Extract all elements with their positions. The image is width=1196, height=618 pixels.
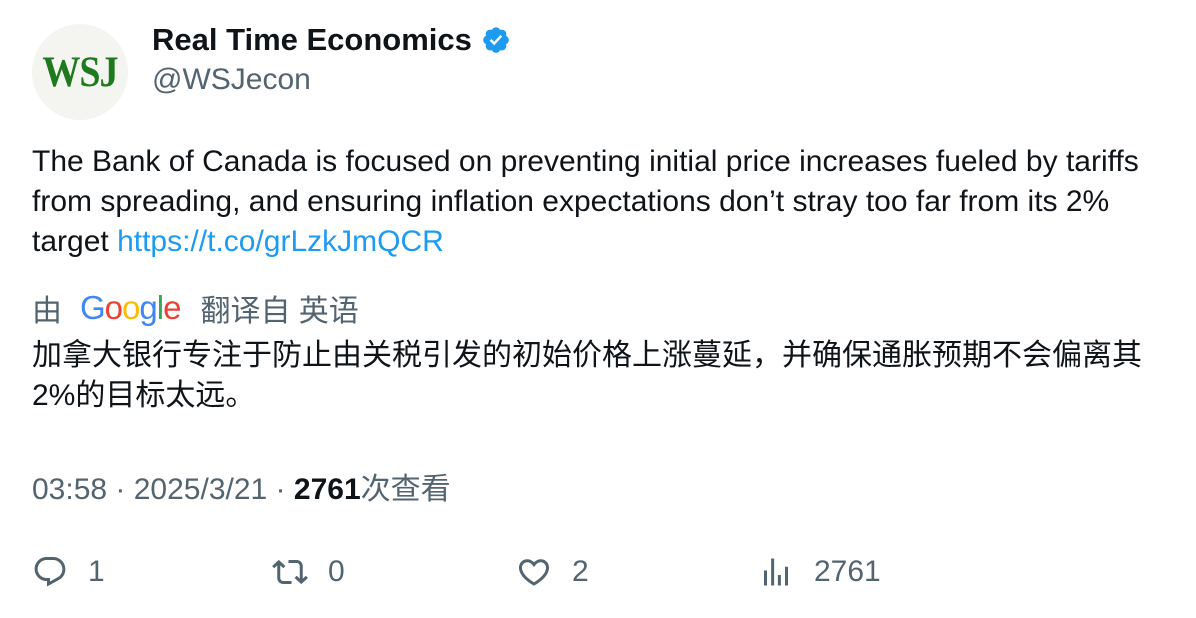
author-display-name[interactable]: Real Time Economics	[152, 22, 511, 58]
meta-separator: ·	[267, 473, 294, 506]
tweet-link[interactable]: https://t.co/grLzkJmQCR	[117, 225, 444, 258]
meta-separator: ·	[107, 473, 134, 506]
translation-attribution[interactable]: 由 Google 翻译自 英语	[32, 286, 359, 330]
views-button[interactable]: 2761	[758, 548, 881, 596]
retweet-icon	[272, 559, 308, 585]
reply-icon	[34, 557, 66, 587]
like-count: 2	[572, 555, 589, 588]
translation-suffix: 翻译自 英语	[200, 295, 359, 328]
google-logo: Google	[80, 289, 181, 326]
like-button[interactable]: 2	[516, 548, 589, 596]
display-name-text: Real Time Economics	[152, 22, 472, 57]
author-handle[interactable]: @WSJecon	[152, 63, 311, 96]
views-count: 2761	[293, 473, 361, 506]
like-icon	[518, 559, 550, 586]
avatar-logo-text: WSJ	[42, 47, 118, 97]
views-label: 次查看	[360, 473, 451, 506]
reply-button[interactable]: 1	[32, 548, 105, 596]
reply-count: 1	[88, 555, 105, 588]
tweet-text: The Bank of Canada is focused on prevent…	[32, 142, 1172, 262]
translated-text: 加拿大银行专注于防止由关税引发的初始价格上涨蔓延，并确保通胀预期不会偏离其2%的…	[32, 339, 1142, 412]
verified-badge-icon	[483, 27, 509, 53]
retweet-count: 0	[328, 555, 345, 588]
tweet-body-text: The Bank of Canada is focused on prevent…	[32, 145, 1139, 258]
views-icon	[764, 558, 788, 586]
tweet-time[interactable]: 03:58	[32, 473, 108, 506]
views-action-count: 2761	[814, 555, 881, 588]
tweet-date[interactable]: 2025/3/21	[133, 473, 268, 506]
tweet-meta: 03:58 · 2025/3/21 · 2761次查看	[32, 464, 451, 508]
retweet-button[interactable]: 0	[272, 548, 345, 596]
action-bar: 1 0 2 2761	[32, 548, 1162, 596]
avatar[interactable]: WSJ	[32, 24, 128, 120]
translation-prefix: 由	[32, 295, 62, 328]
